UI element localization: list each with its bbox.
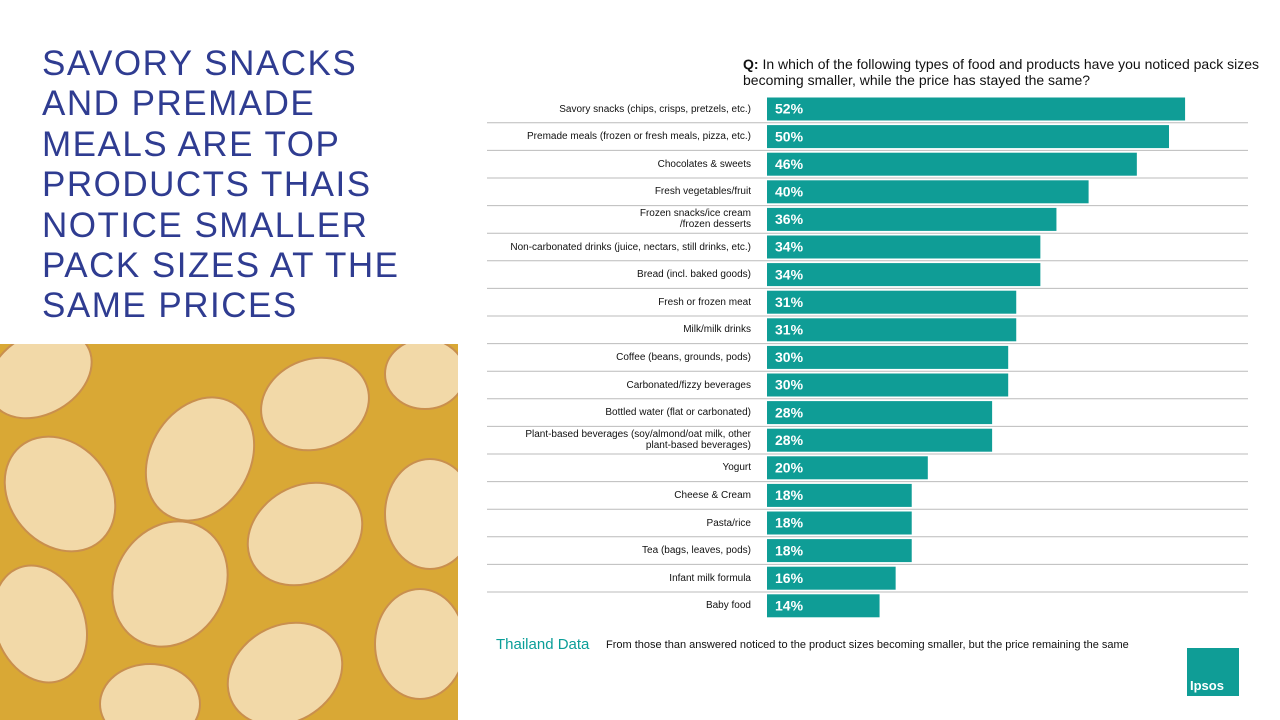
category-label: Bread (incl. baked goods): [637, 269, 751, 281]
bar: [767, 539, 912, 563]
category-label: Frozen snacks/ice cream /frozen desserts: [639, 208, 751, 231]
bar: [767, 401, 993, 425]
value-label: 14%: [775, 598, 804, 614]
category-label: Non-carbonated drinks (juice, nectars, s…: [510, 241, 751, 253]
chips-photo: [0, 344, 458, 720]
value-label: 52%: [775, 101, 804, 117]
category-label: Tea (bags, leaves, pods): [642, 545, 751, 557]
bar: [767, 97, 1186, 121]
value-label: 34%: [775, 239, 804, 255]
value-label: 36%: [775, 211, 804, 227]
bar: [767, 594, 880, 618]
value-label: 30%: [775, 377, 804, 393]
bar: [767, 263, 1041, 287]
bar: [767, 290, 1017, 314]
bar: [767, 566, 896, 590]
value-label: 46%: [775, 156, 804, 172]
value-label: 30%: [775, 349, 804, 365]
headline: SAVORY SNACKS AND PREMADE MEALS ARE TOP …: [42, 44, 400, 326]
question: Q: In which of the following types of fo…: [743, 56, 1263, 88]
value-label: 28%: [775, 432, 804, 448]
value-label: 18%: [775, 487, 804, 503]
bar: [767, 511, 912, 535]
question-text: In which of the following types of food …: [743, 56, 1259, 88]
bar: [767, 152, 1137, 176]
value-label: 18%: [775, 542, 804, 558]
question-label: Q:: [743, 56, 759, 72]
footer-source: Thailand Data: [496, 636, 590, 653]
value-label: 40%: [775, 184, 804, 200]
value-label: 16%: [775, 570, 804, 586]
category-label: Fresh vegetables/fruit: [654, 186, 751, 198]
bar: [767, 207, 1057, 231]
bar: [767, 125, 1169, 149]
value-label: 28%: [775, 404, 804, 420]
bar: [767, 483, 912, 507]
category-label: Plant-based beverages (soy/almond/oat mi…: [525, 429, 751, 452]
value-label: 20%: [775, 460, 804, 476]
logo: [1187, 648, 1239, 696]
category-label: Pasta/rice: [706, 517, 751, 529]
category-label: Infant milk formula: [669, 572, 751, 584]
logo-text: Ipsos: [1190, 678, 1224, 693]
category-label: Chocolates & sweets: [657, 158, 751, 170]
category-label: Cheese & Cream: [674, 489, 751, 501]
value-label: 31%: [775, 294, 804, 310]
bar: [767, 180, 1089, 204]
category-label: Baby food: [705, 600, 751, 612]
value-label: 18%: [775, 515, 804, 531]
category-label: Fresh or frozen meat: [658, 296, 751, 308]
bar: [767, 235, 1041, 259]
bar: [767, 456, 928, 480]
bar: [767, 373, 1009, 397]
value-label: 50%: [775, 128, 804, 144]
footer-note: From those than answered noticed to the …: [606, 639, 1129, 651]
category-label: Premade meals (frozen or fresh meals, pi…: [527, 131, 751, 143]
value-label: 31%: [775, 322, 804, 338]
category-label: Yogurt: [722, 462, 751, 474]
category-label: Coffee (beans, grounds, pods): [616, 351, 751, 363]
category-label: Bottled water (flat or carbonated): [605, 407, 751, 419]
value-label: 34%: [775, 266, 804, 282]
bar: [767, 345, 1009, 369]
category-label: Savory snacks (chips, crisps, pretzels, …: [559, 103, 751, 115]
category-label: Carbonated/fizzy beverages: [626, 379, 751, 391]
bar: [767, 428, 993, 452]
bar: [767, 318, 1017, 342]
category-label: Milk/milk drinks: [683, 324, 751, 336]
